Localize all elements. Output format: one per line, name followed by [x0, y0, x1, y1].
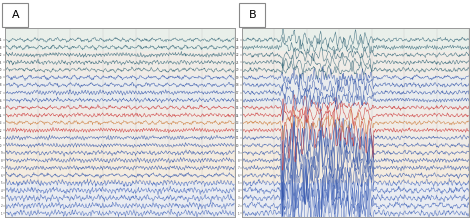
- Text: B: B: [248, 10, 256, 20]
- Bar: [5, 76, 235, 108]
- Bar: [242, 76, 469, 108]
- Bar: [242, 183, 469, 217]
- Text: A: A: [11, 10, 19, 20]
- Bar: [242, 108, 469, 145]
- Bar: [5, 108, 235, 145]
- Bar: [5, 51, 235, 76]
- Bar: [242, 51, 469, 76]
- Bar: [242, 28, 469, 51]
- Bar: [242, 145, 469, 183]
- Bar: [5, 183, 235, 217]
- Bar: [5, 145, 235, 183]
- Bar: [5, 28, 235, 51]
